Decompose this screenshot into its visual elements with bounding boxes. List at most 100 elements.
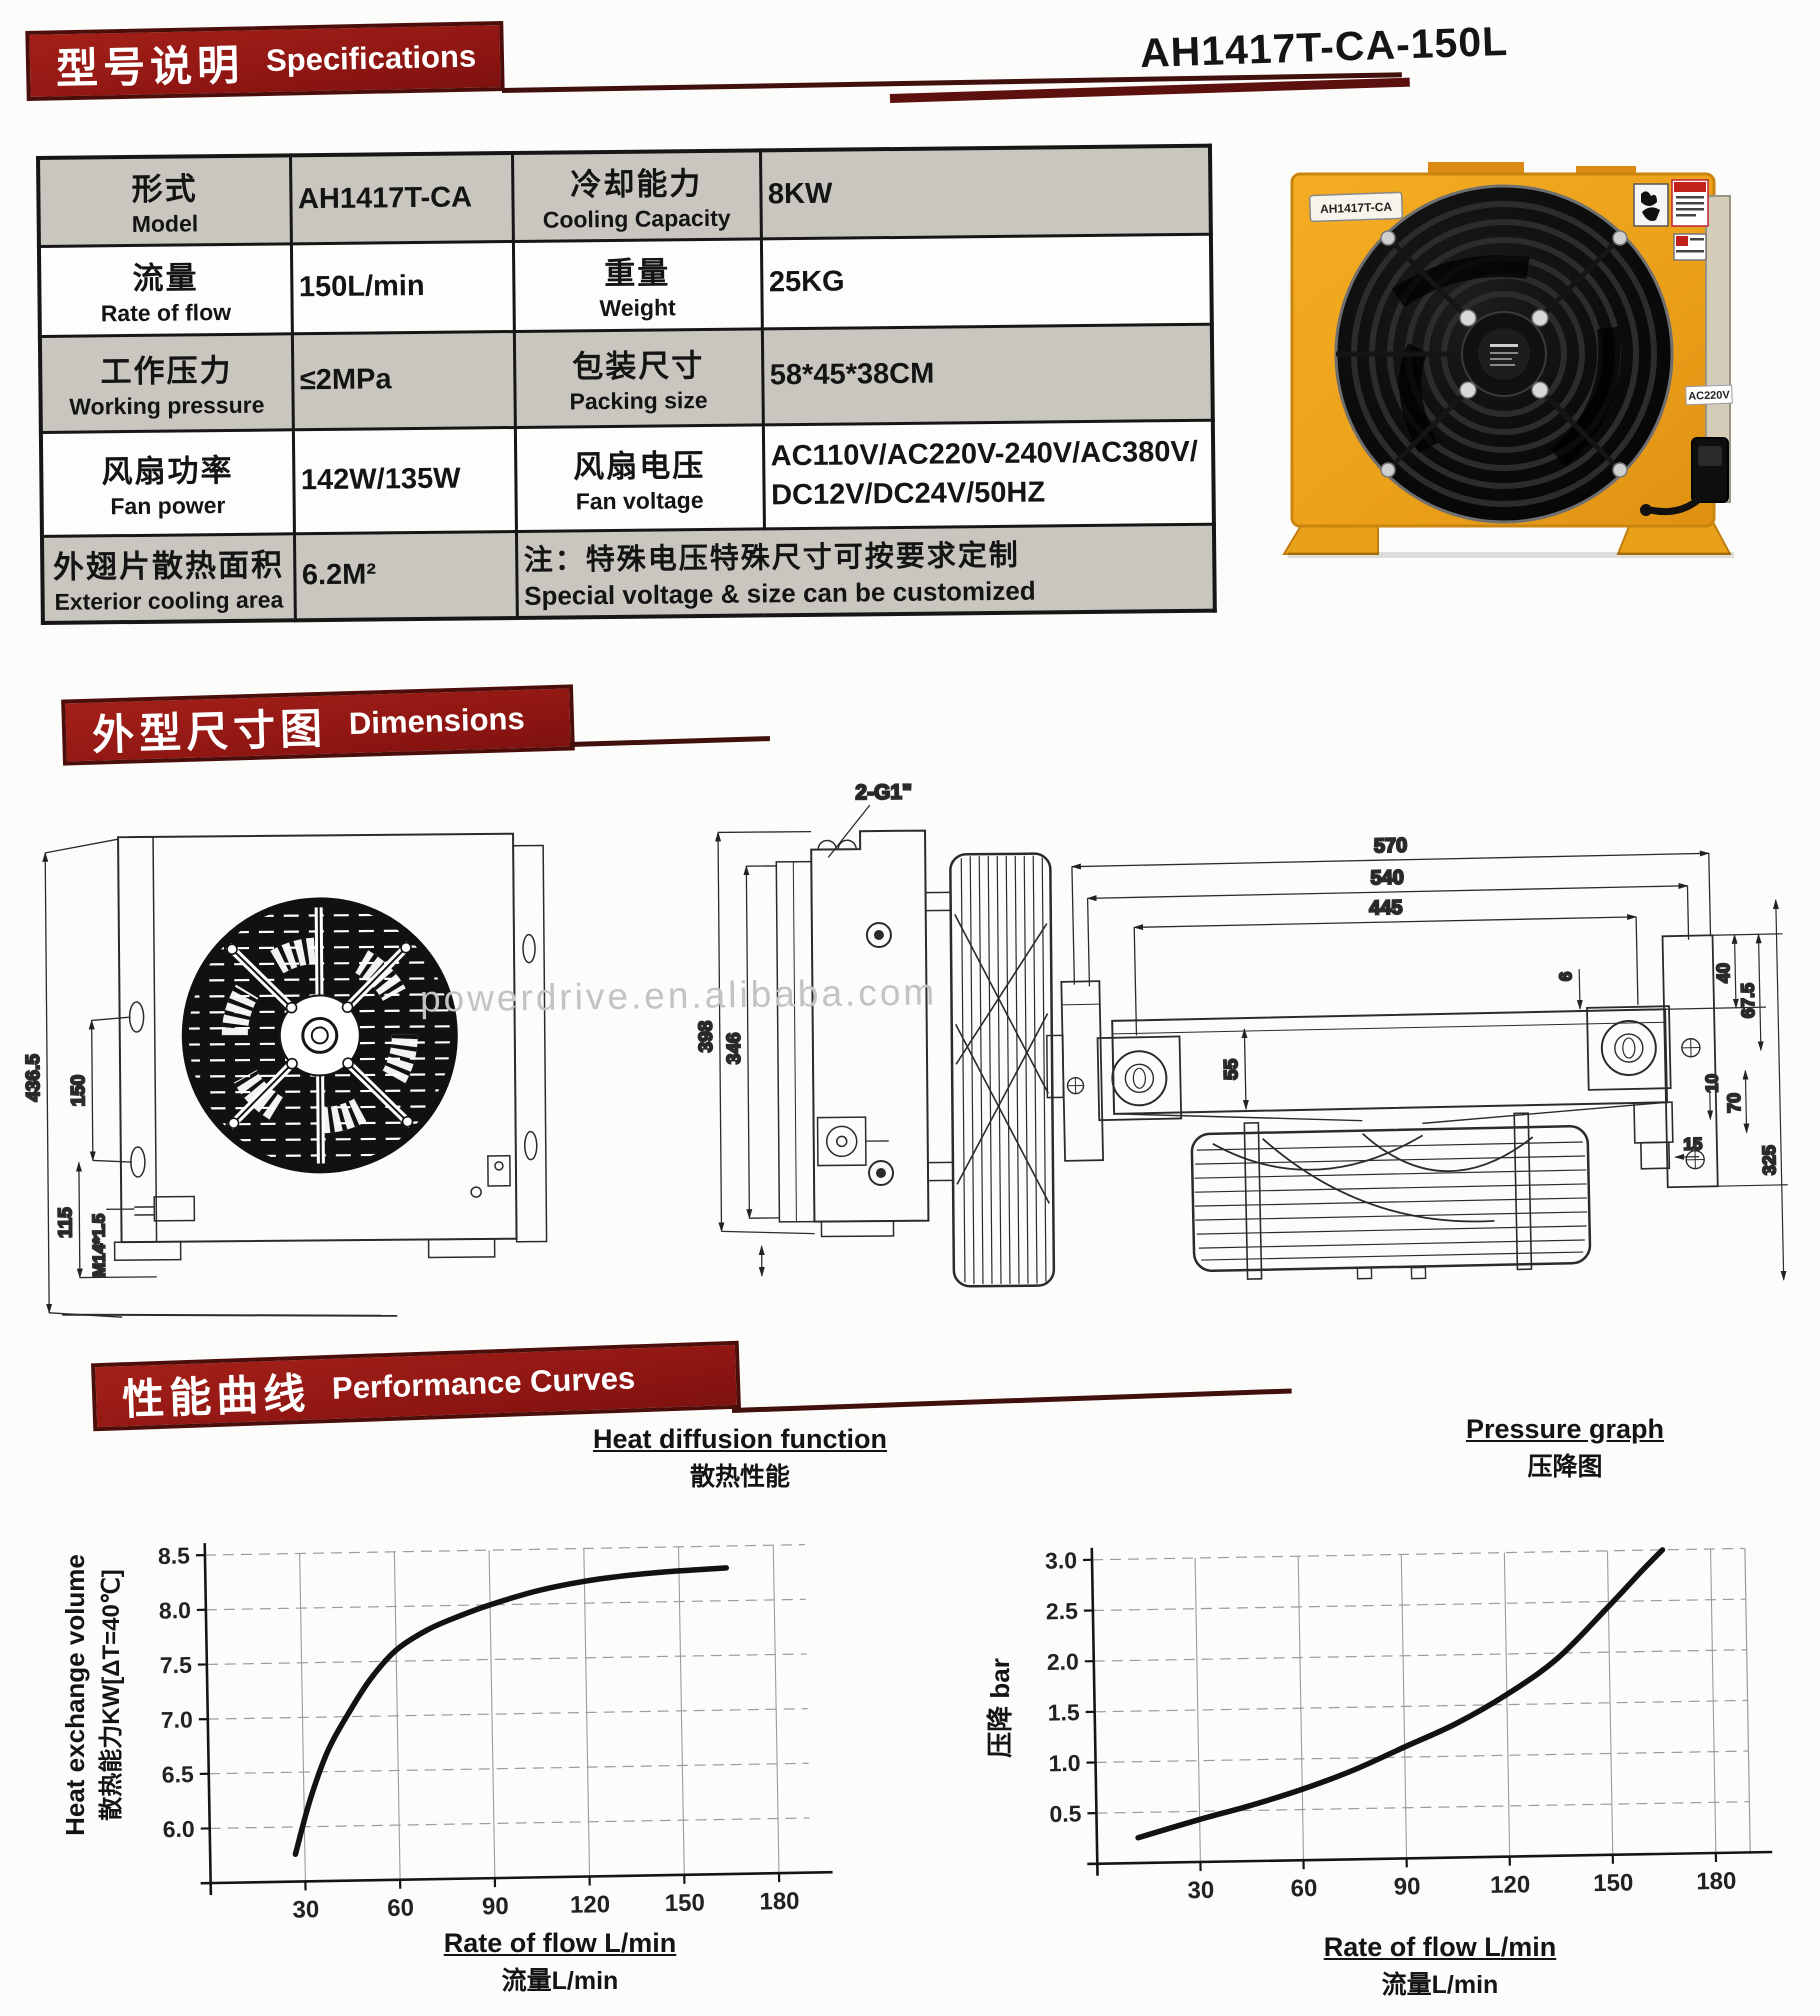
chart2-title: Pressure graph 压降图 xyxy=(1400,1414,1730,1483)
pressure-chart: 0.5 1.0 1.5 2.0 2.5 3.0 30 60 90 120 150 180 xyxy=(1045,1547,1773,1904)
spec-value-cell: 6.2M² xyxy=(293,530,517,620)
heat-diffusion-chart: 6.0 6.5 7.0 7.5 8.0 8.5 30 60 90 120 150 180 xyxy=(158,1542,833,1924)
svg-text:1.5: 1.5 xyxy=(1047,1699,1080,1726)
svg-text:325: 325 xyxy=(1759,1145,1780,1175)
svg-text:6.5: 6.5 xyxy=(162,1761,195,1788)
chart2-xlabel: Rate of flow L/min 流量L/min xyxy=(1270,1932,1610,2001)
svg-text:30: 30 xyxy=(1187,1877,1214,1904)
performance-rule xyxy=(731,1388,1292,1413)
svg-text:150: 150 xyxy=(665,1889,706,1917)
svg-text:150: 150 xyxy=(68,1075,89,1107)
chart1-title-zh: 散热性能 xyxy=(689,1463,790,1491)
svg-text:6: 6 xyxy=(1556,971,1575,981)
svg-text:115: 115 xyxy=(55,1207,76,1238)
drawing-front-view: 436.5 150 115 M14*1.5 xyxy=(22,832,548,1318)
spec-table: 形式 Model AH1417T-CA 冷却能力 Cooling Capacity 8KW… xyxy=(36,143,1217,625)
photo-model-label: AH1417T-CA xyxy=(1308,191,1404,223)
photo-shadow xyxy=(1288,552,1734,558)
specifications-banner: 型号说明 Specifications xyxy=(25,21,505,101)
specifications-banner-zh: 型号说明 xyxy=(55,40,245,92)
spec-label-cell: 风扇电压 Fan voltage xyxy=(514,424,764,531)
svg-text:70: 70 xyxy=(1724,1093,1744,1113)
spec-table-wrap: 形式 Model AH1417T-CA 冷却能力 Cooling Capacity 8KW… xyxy=(36,143,1217,625)
spec-table-body: 形式 Model AH1417T-CA 冷却能力 Cooling Capacity 8KW… xyxy=(38,145,1215,623)
chart2-xlabel-en: Rate of flow L/min xyxy=(1323,1932,1557,1962)
performance-banner-en: Performance Curves xyxy=(331,1360,636,1406)
svg-text:3.0: 3.0 xyxy=(1045,1547,1077,1574)
spec-value-cell: AC110V/AC220V-240V/AC380V/ DC12V/DC24V/5… xyxy=(762,419,1214,529)
svg-text:180: 180 xyxy=(1696,1868,1737,1896)
chart1-ylabel-zh: 散热能力KW[ΔT=40℃] xyxy=(98,1569,125,1821)
spec-table-row: 外翅片散热面积 Exterior cooling area 6.2M² 注：特殊电压特… xyxy=(41,523,1215,623)
fan-guard-bolts xyxy=(1380,230,1628,478)
svg-text:6.0: 6.0 xyxy=(163,1816,195,1843)
warning-sticker-icons xyxy=(1633,183,1669,227)
svg-text:180: 180 xyxy=(759,1888,800,1916)
drawing-side-view: 2-G1" xyxy=(695,780,1065,1288)
dimensions-rule xyxy=(569,736,770,747)
svg-text:436.5: 436.5 xyxy=(23,1054,44,1102)
dimensions-banner-zh: 外型尺寸图 xyxy=(91,704,328,759)
spec-label-cell: 形式 Model xyxy=(38,155,291,246)
svg-text:55: 55 xyxy=(1221,1058,1242,1080)
specifications-banner-en: Specifications xyxy=(265,38,477,78)
svg-text:67.5: 67.5 xyxy=(1738,983,1759,1018)
svg-text:7.0: 7.0 xyxy=(161,1706,193,1733)
svg-text:150: 150 xyxy=(1593,1869,1634,1897)
power-connector xyxy=(1640,437,1729,516)
warning-sticker-small xyxy=(1673,233,1707,261)
svg-text:8.0: 8.0 xyxy=(159,1597,191,1624)
svg-text:120: 120 xyxy=(1490,1871,1531,1899)
fan-hub-bolts xyxy=(1459,309,1549,399)
chart1-xlabel-zh: 流量L/min xyxy=(501,1967,619,1995)
svg-text:60: 60 xyxy=(387,1895,414,1922)
svg-text:398: 398 xyxy=(696,1021,717,1053)
svg-text:40: 40 xyxy=(1713,963,1733,983)
spec-table-row: 流量 Rate of flow 150L/min 重量 Weight 25KG xyxy=(38,233,1212,336)
chart2-title-zh: 压降图 xyxy=(1527,1453,1603,1481)
chart1-xlabel-en: Rate of flow L/min xyxy=(443,1928,677,1958)
spec-value-cell: 58*45*38CM xyxy=(761,323,1213,425)
svg-text:2-G1": 2-G1" xyxy=(855,781,912,804)
svg-text:2.0: 2.0 xyxy=(1047,1648,1079,1675)
svg-text:30: 30 xyxy=(292,1896,319,1923)
svg-text:15: 15 xyxy=(1683,1135,1702,1154)
warning-sticker-text xyxy=(1671,179,1709,227)
svg-text:445: 445 xyxy=(1369,897,1403,920)
svg-text:8.5: 8.5 xyxy=(158,1542,191,1569)
chart1-ylabel-en: Heat exchange volume xyxy=(60,1554,90,1836)
svg-text:10: 10 xyxy=(1702,1074,1721,1093)
chart2-xlabel-zh: 流量L/min xyxy=(1381,1971,1499,1999)
spec-label-cell: 流量 Rate of flow xyxy=(38,243,292,336)
spec-table-row: 风扇功率 Fan power 142W/135W 风扇电压 Fan voltage AC1… xyxy=(40,419,1214,536)
spec-table-row: 工作压力 Working pressure ≤2MPa 包装尺寸 Packing siz… xyxy=(39,323,1213,432)
performance-banner-zh: 性能曲线 xyxy=(121,1369,312,1423)
spec-label-cell: 冷却能力 Cooling Capacity xyxy=(511,150,761,242)
svg-text:90: 90 xyxy=(482,1893,509,1920)
svg-text:90: 90 xyxy=(1394,1873,1421,1900)
spec-note-cell: 注：特殊电压特殊尺寸可按要求定制 Special voltage & size c… xyxy=(515,523,1215,618)
dimensions-banner-en: Dimensions xyxy=(348,700,526,742)
chart1-title-en: Heat diffusion function xyxy=(593,1424,887,1454)
spec-value-cell: ≤2MPa xyxy=(291,331,515,430)
svg-text:570: 570 xyxy=(1374,835,1408,858)
spec-label-cell: 外翅片散热面积 Exterior cooling area xyxy=(41,533,295,623)
chart1-xlabel: Rate of flow L/min 流量L/min xyxy=(390,1928,730,1997)
chart1-ylabel: Heat exchange volume 散热能力KW[ΔT=40℃] xyxy=(60,1545,130,1845)
watermark: powerdrive.en.alibaba.com xyxy=(419,971,938,1020)
svg-text:346: 346 xyxy=(724,1032,745,1064)
photo-right-foot xyxy=(1616,523,1732,555)
product-photo: AH1417T-CA xyxy=(1282,162,1734,558)
svg-text:7.5: 7.5 xyxy=(160,1652,193,1679)
spec-label-cell: 工作压力 Working pressure xyxy=(39,333,293,432)
svg-text:1.0: 1.0 xyxy=(1048,1750,1080,1777)
performance-banner: 性能曲线 Performance Curves xyxy=(91,1340,741,1432)
spec-label-cell: 风扇功率 Fan power xyxy=(40,429,294,536)
svg-text:M14*1.5: M14*1.5 xyxy=(89,1214,109,1277)
spec-value-cell: 150L/min xyxy=(290,241,514,334)
svg-text:0.5: 0.5 xyxy=(1049,1800,1082,1827)
voltage-label: AC220V xyxy=(1685,384,1733,406)
chart2-ylabel-text: 压降 bar xyxy=(985,1658,1015,1758)
spec-label-cell: 包装尺寸 Packing size xyxy=(513,328,763,428)
